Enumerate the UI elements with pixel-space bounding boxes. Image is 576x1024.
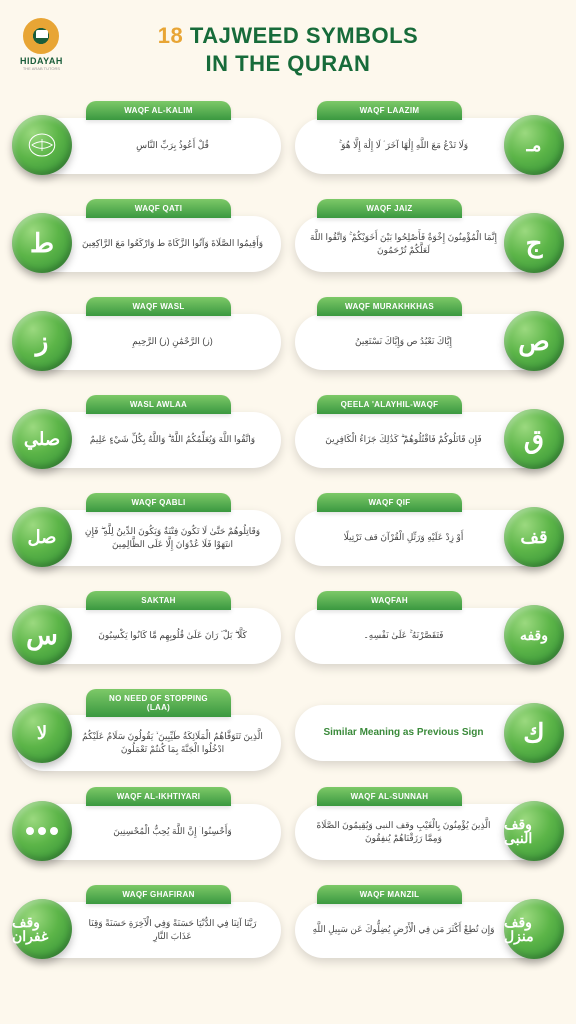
symbol-item: WAQF MURAKHKHAS إِيَّاكَ نَعْبُدُ ص وَإِي… (295, 297, 560, 381)
symbol-circle: صل (12, 507, 72, 567)
symbol-glyph: وقف النبى (504, 817, 564, 845)
symbol-example: وَقَاتِلُوهُمْ حَتَّىٰ لَا تَكُونَ فِتْن… (78, 525, 267, 552)
symbol-label: WAQF MANZIL (317, 885, 462, 904)
symbol-glyph: قف (520, 528, 547, 546)
symbol-label: SAKTAH (86, 591, 231, 610)
symbol-label: WAQF AL-SUNNAH (317, 787, 462, 806)
symbol-label: WAQF QATI (86, 199, 231, 218)
symbol-glyph: مـ (527, 136, 542, 154)
three-dots-icon (26, 827, 58, 835)
symbol-circle: لا (12, 703, 72, 763)
symbol-example: الَّذِينَ تَتَوَفَّاهُمُ الْمَلَائِكَةُ … (78, 730, 267, 757)
symbol-example: قُلْ أَعُوذُ بِرَبِّ النَّاسِ (136, 139, 209, 153)
book-icon (25, 128, 59, 162)
symbol-item: QEELA 'ALAYHIL-WAQF فَإِن قَاتَلُوكُمْ فَ… (295, 395, 560, 479)
symbol-label: WAQF AL-KALIM (86, 101, 231, 120)
symbol-item: SAKTAH كَلَّا ۖ بَلْ ۜ رَانَ عَلَىٰ قُلُو… (16, 591, 281, 675)
symbol-example: الَّذِينَ يُؤْمِنُونَ بِالْغَيْبِ وقف ال… (309, 819, 498, 846)
symbol-item: WAQF AL-IKHTIYARI وَأَحْسِنُوا ۛ إِنَّ ال… (16, 787, 281, 871)
symbol-item: WAQF QABLI وَقَاتِلُوهُمْ حَتَّىٰ لَا تَك… (16, 493, 281, 577)
symbol-glyph: ص (518, 326, 549, 357)
symbol-circle (12, 115, 72, 175)
symbol-label: WAQF QABLI (86, 493, 231, 512)
symbol-item: WAQF MANZIL وَإِن تُطِعْ أَكْثَرَ مَن فِي… (295, 885, 560, 969)
symbol-example: رَبَّنَا آتِنَا فِي الدُّنْيَا حَسَنَةً … (78, 917, 267, 944)
symbol-example: إِنَّمَا الْمُؤْمِنُونَ إِخْوَةٌ فَأَصْل… (309, 231, 498, 258)
symbol-circle (12, 801, 72, 861)
symbol-label: WAQF MURAKHKHAS (317, 297, 462, 316)
symbol-label: QEELA 'ALAYHIL-WAQF (317, 395, 462, 414)
symbol-item: WAQF QATI وَأَقِيمُوا الصَّلَاةَ وَآتُوا … (16, 199, 281, 283)
symbol-glyph: صلي (24, 430, 60, 448)
symbol-glyph: ق (524, 424, 544, 455)
symbol-item: NO NEED OF STOPPING (LAA) الَّذِينَ تَتَو… (16, 689, 281, 773)
symbol-example: (ز) الرَّحْمَٰنِ (ز) الرَّحِيمِ (132, 335, 213, 349)
symbol-label: WASL AWLAA (86, 395, 231, 414)
symbol-circle: ك (504, 703, 564, 763)
symbol-example: كَلَّا ۖ بَلْ ۜ رَانَ عَلَىٰ قُلُوبِهِم … (98, 629, 247, 643)
symbol-label: WAQF JAIZ (317, 199, 462, 218)
symbol-label: WAQF QIF (317, 493, 462, 512)
symbol-example: وَلَا تَدْعُ مَعَ اللَّهِ إِلَٰهًا آخَرَ… (339, 139, 468, 153)
title-line1: TAJWEED SYMBOLS (190, 23, 418, 48)
symbol-circle: وقف غفران (12, 899, 72, 959)
symbol-item: WAQF WASL (ز) الرَّحْمَٰنِ (ز) الرَّحِيمِ… (16, 297, 281, 381)
symbol-label: WAQF LAAZIM (317, 101, 462, 120)
symbol-example: إِيَّاكَ نَعْبُدُ ص وَإِيَّاكَ نَسْتَعِي… (355, 335, 452, 349)
symbol-circle: قف (504, 507, 564, 567)
symbol-label: WAQF WASL (86, 297, 231, 316)
symbol-item: WAQFAH فَتَقَصَّرْنَهُ ۚ عَلَىٰ نَفْسِهِ۔… (295, 591, 560, 675)
symbol-item: WAQF JAIZ إِنَّمَا الْمُؤْمِنُونَ إِخْوَة… (295, 199, 560, 283)
symbol-label: WAQF GHAFIRAN (86, 885, 231, 904)
symbol-example: فَإِن قَاتَلُوكُمْ فَاقْتُلُوهُمْ ۗ كَذَ… (325, 433, 481, 447)
symbol-example: وَاتَّقُوا اللَّهَ وَيُعَلِّمُكُمُ اللَّ… (90, 433, 255, 447)
symbol-glyph: ك (523, 718, 544, 749)
symbol-item: WASL AWLAA وَاتَّقُوا اللَّهَ وَيُعَلِّمُ… (16, 395, 281, 479)
symbol-glyph: وقف منزل (504, 915, 564, 943)
symbol-circle: ق (504, 409, 564, 469)
symbol-label: WAQFAH (317, 591, 462, 610)
symbol-item: WAQF QIF أَوْ زِدْ عَلَيْهِ وَرَتِّلِ الْ… (295, 493, 560, 577)
symbol-item: WAQF AL-KALIM قُلْ أَعُوذُ بِرَبِّ النَّا… (16, 101, 281, 185)
symbol-glyph: ط (30, 228, 54, 259)
symbol-glyph: صل (28, 528, 57, 546)
symbol-circle: س (12, 605, 72, 665)
logo: HIDAYAH THE ARAB TUTORS (20, 18, 63, 71)
symbol-circle: ز (12, 311, 72, 371)
title-line2: IN THE QURAN (206, 51, 371, 76)
symbol-circle: وقفه (504, 605, 564, 665)
symbol-circle: مـ (504, 115, 564, 175)
symbol-example: أَوْ زِدْ عَلَيْهِ وَرَتِّلِ الْقُرْآنَ … (344, 531, 464, 545)
symbol-item: WAQF AL-SUNNAH الَّذِينَ يُؤْمِنُونَ بِال… (295, 787, 560, 871)
symbol-glyph: وقف غفران (12, 915, 72, 943)
symbols-grid: WAQF AL-KALIM قُلْ أَعُوذُ بِرَبِّ النَّا… (0, 101, 576, 989)
page-title: 18 TAJWEED SYMBOLS IN THE QURAN (0, 0, 576, 77)
symbol-item: WAQF GHAFIRAN رَبَّنَا آتِنَا فِي الدُّنْ… (16, 885, 281, 969)
title-accent: 18 (158, 23, 183, 48)
symbol-example: وَأَقِيمُوا الصَّلَاةَ وَآتُوا الزَّكَاة… (82, 237, 263, 251)
symbol-circle: ط (12, 213, 72, 273)
symbol-example: وَإِن تُطِعْ أَكْثَرَ مَن فِي الْأَرْضِ … (313, 923, 495, 937)
symbol-circle: وقف النبى (504, 801, 564, 861)
symbol-circle: ص (504, 311, 564, 371)
logo-name: HIDAYAH (20, 56, 63, 66)
symbol-label: WAQF AL-IKHTIYARI (86, 787, 231, 806)
symbol-glyph: وقفه (520, 628, 548, 642)
symbol-glyph: س (26, 620, 58, 651)
symbol-example: وَأَحْسِنُوا ۛ إِنَّ اللَّهَ يُحِبُّ الْ… (113, 825, 231, 839)
logo-icon (23, 18, 59, 54)
symbol-glyph: ز (36, 326, 49, 357)
symbol-item: WAQF LAAZIM وَلَا تَدْعُ مَعَ اللَّهِ إِل… (295, 101, 560, 185)
symbol-description: Similar Meaning as Previous Sign (323, 726, 483, 740)
logo-tagline: THE ARAB TUTORS (23, 66, 60, 71)
symbol-glyph: ج (526, 228, 543, 259)
symbol-example: فَتَقَصَّرْنَهُ ۚ عَلَىٰ نَفْسِهِ۔ (364, 629, 444, 643)
symbol-item: Similar Meaning as Previous Sign ك (295, 689, 560, 773)
symbol-label: NO NEED OF STOPPING (LAA) (86, 689, 231, 717)
symbol-circle: ج (504, 213, 564, 273)
symbol-glyph: لا (37, 724, 47, 742)
symbol-circle: وقف منزل (504, 899, 564, 959)
symbol-circle: صلي (12, 409, 72, 469)
